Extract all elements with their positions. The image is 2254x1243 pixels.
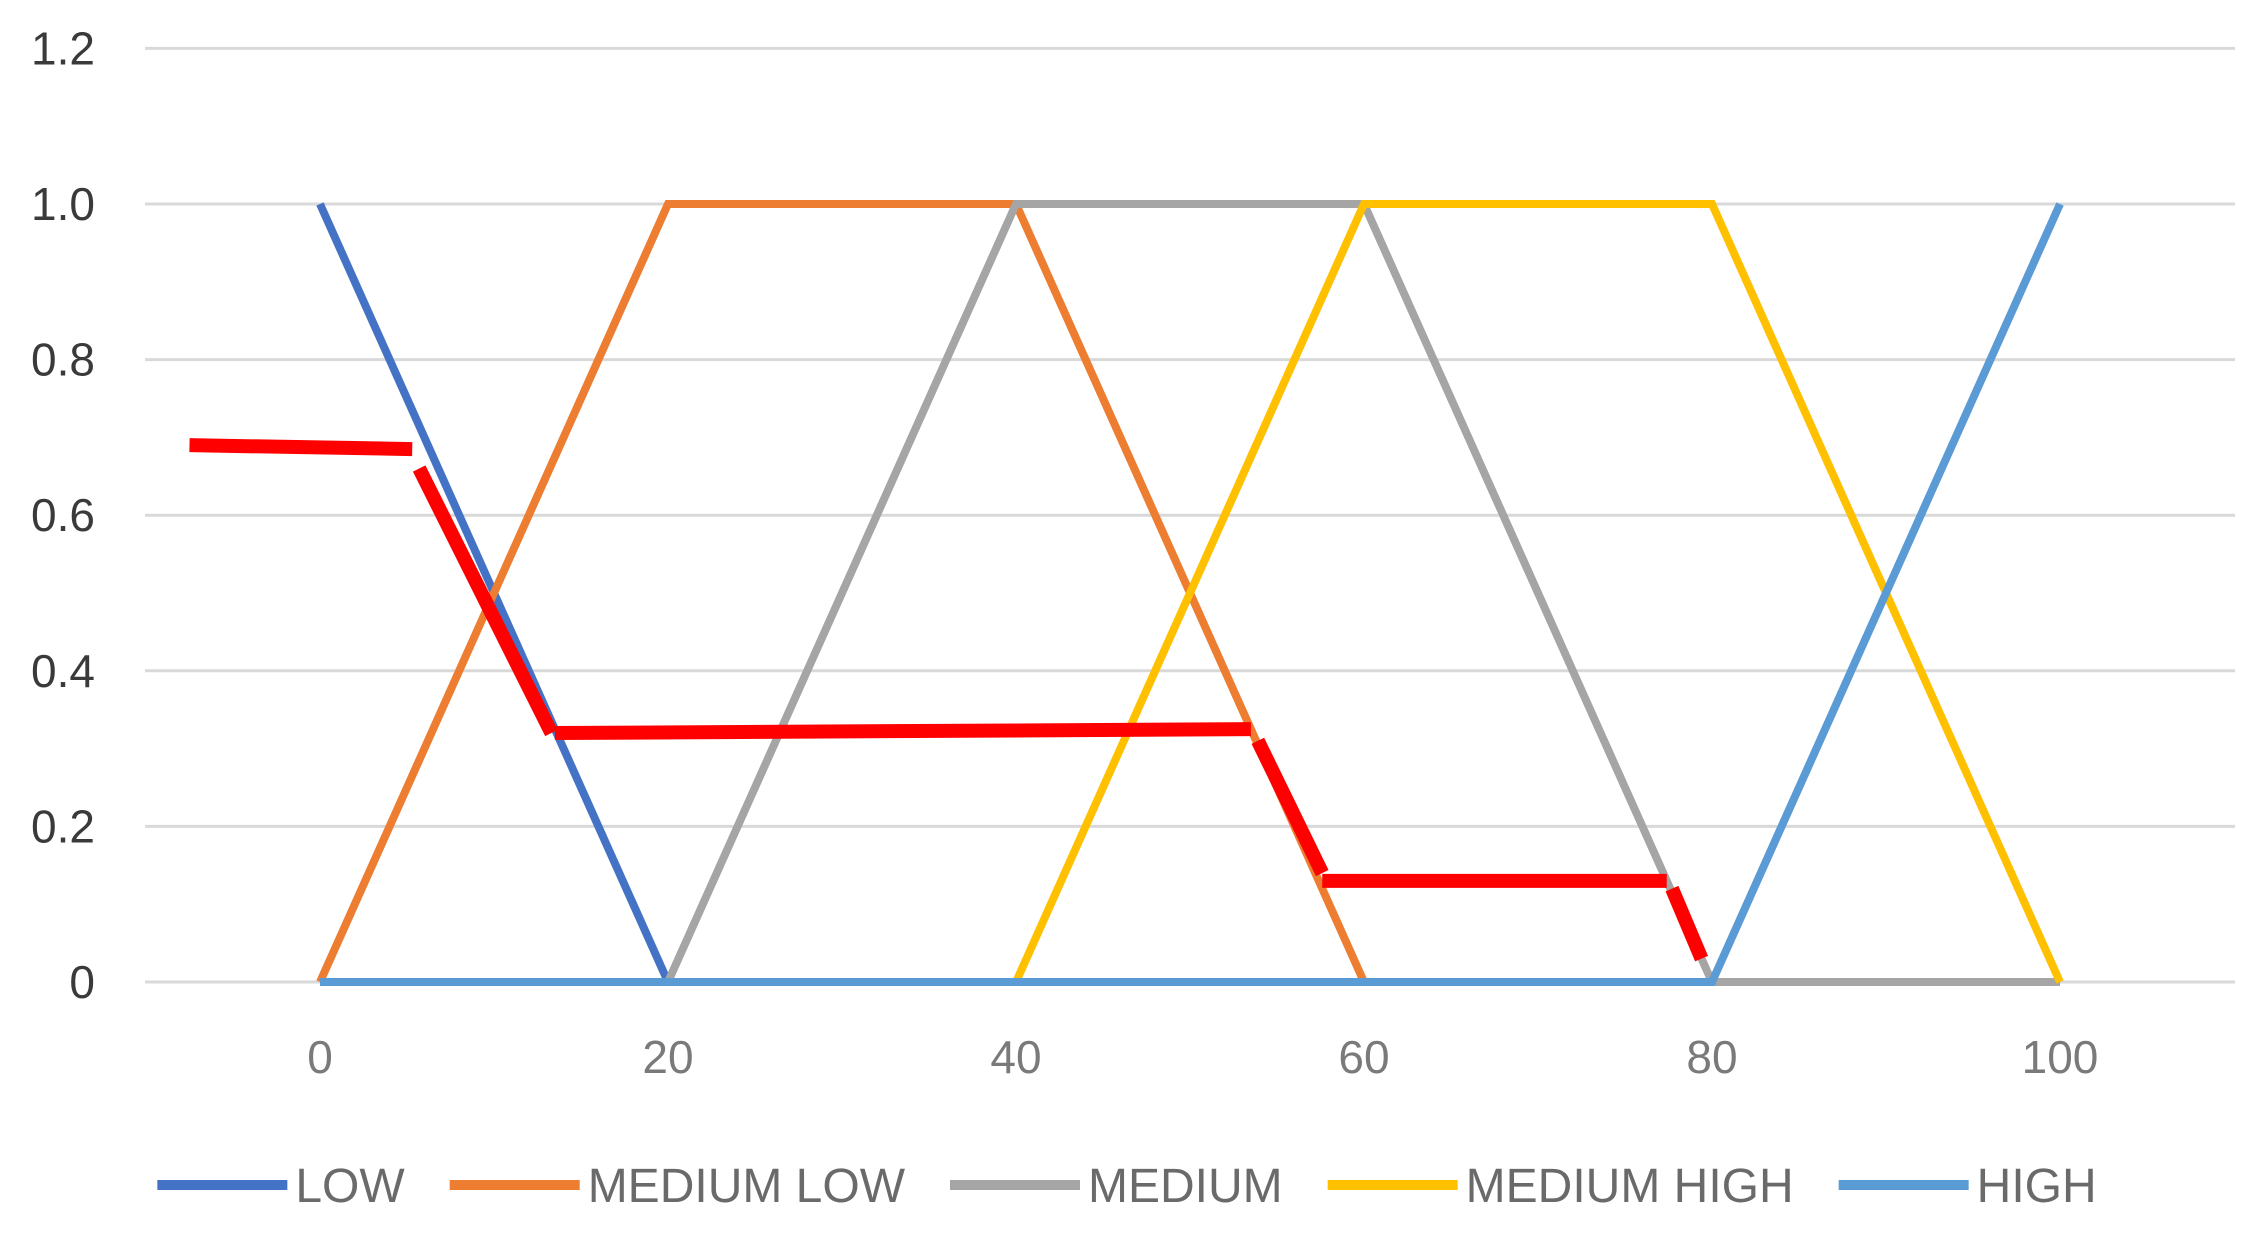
- legend: LOW MEDIUM LOW MEDIUM MEDIUM HIGH HIGH: [157, 1160, 2097, 1213]
- y-tick-label: 0: [69, 956, 95, 1008]
- legend-item-low: LOW: [157, 1160, 405, 1213]
- y-tick-label: 0.6: [31, 489, 95, 541]
- legend-item-medium-low: MEDIUM LOW: [449, 1160, 906, 1213]
- y-tick-label: 0.2: [31, 800, 95, 852]
- x-tick-label: 60: [1338, 1031, 1389, 1083]
- y-tick-label: 0.4: [31, 645, 95, 697]
- red-overlay: [189, 438, 1709, 962]
- x-axis-ticks: 0 20 40 60 80 100: [307, 1031, 2098, 1083]
- series-line-high: [320, 202, 2064, 986]
- red-overlay-segment: [1665, 885, 1709, 962]
- y-tick-label: 1.2: [31, 22, 95, 74]
- legend-label: MEDIUM: [1088, 1160, 1283, 1213]
- red-overlay-segment: [1251, 737, 1329, 877]
- legend-label: LOW: [295, 1160, 405, 1213]
- legend-item-high: HIGH: [1838, 1160, 2097, 1213]
- legend-label: MEDIUM LOW: [588, 1160, 906, 1213]
- legend-item-medium: MEDIUM: [950, 1160, 1283, 1213]
- y-axis-ticks: 0 0.2 0.4 0.6 0.8 1.0 1.2: [31, 22, 95, 1008]
- red-overlay-segment: [412, 465, 558, 737]
- red-overlay-segment: [554, 722, 1251, 741]
- y-tick-label: 1.0: [31, 178, 95, 230]
- x-tick-label: 0: [307, 1031, 333, 1083]
- y-tick-label: 0.8: [31, 334, 95, 386]
- legend-label: HIGH: [1977, 1160, 2097, 1213]
- x-tick-label: 40: [990, 1031, 1041, 1083]
- series-line-medium: [664, 200, 2060, 986]
- x-tick-label: 80: [1686, 1031, 1737, 1083]
- x-tick-label: 20: [642, 1031, 693, 1083]
- x-tick-label: 100: [2022, 1031, 2099, 1083]
- series-lines: [316, 200, 2064, 986]
- red-overlay-segment: [189, 438, 413, 457]
- legend-item-medium-high: MEDIUM HIGH: [1327, 1160, 1794, 1213]
- legend-label: MEDIUM HIGH: [1466, 1160, 1794, 1213]
